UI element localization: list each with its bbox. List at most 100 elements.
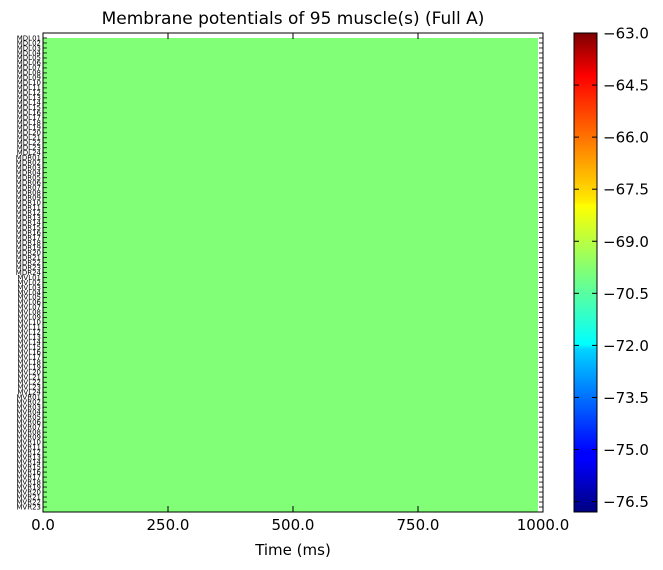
y-tick-label: MVL09 [17,314,41,322]
y-tick-label: MDR18 [16,239,41,247]
y-tick-label: MVL06 [17,299,41,307]
y-tick-label: MDR03 [16,164,41,172]
y-tick-label: MDR06 [16,179,42,187]
chart-title: Membrane potentials of 95 muscle(s) (Ful… [102,9,485,29]
y-tick-label: MDR20 [16,249,41,257]
y-tick-label: MDR23 [16,264,41,272]
y-tick-label: MVR06 [16,418,41,426]
y-tick-label: MVR09 [16,433,41,441]
y-tick-label: MVR10 [16,438,41,446]
y-tick-label: MVL24 [17,389,41,397]
y-tick-label: MVR20 [16,488,41,496]
y-tick-label: MVL10 [17,319,41,327]
y-tick-label: MVL12 [17,329,41,337]
y-tick-label: MDR19 [16,244,41,252]
y-tick-label: MVL08 [17,309,41,317]
x-axis-label: Time (ms) [254,541,331,559]
plot-frame [42,32,544,513]
y-tick-label: MDL14 [17,99,42,107]
y-tick-label: MDL04 [17,49,42,57]
y-tick-label: MVL15 [17,344,41,352]
y-tick-label: MDL06 [17,59,42,67]
colorbar-tick-label: −63.0 [603,25,649,43]
x-tick-label: 250.0 [147,516,190,534]
y-tick-label: MVL16 [17,349,41,357]
y-tick-label: MDR09 [16,194,41,202]
y-tick-label: MDL23 [17,144,41,152]
y-tick-label: MVL11 [17,324,41,332]
colorbar-tick-label: −64.5 [603,77,649,95]
y-tick-label: MVR23 [16,503,41,511]
y-tick-label: MVR05 [16,413,41,421]
y-tick-label: MVL19 [17,364,41,372]
y-tick-label: MVL22 [17,379,41,387]
y-tick-label: MDR04 [16,169,42,177]
y-tick-label: MDL16 [17,109,42,117]
y-tick-label: MDL18 [17,119,41,127]
y-tick-label: MDR16 [16,229,42,237]
y-tick-label: MVL13 [17,334,41,342]
y-tick-label: MVR03 [16,404,41,412]
colorbar-tick-label: −73.5 [603,389,649,407]
y-tick-label: MDR02 [16,159,41,167]
y-tick-label: MVR17 [16,473,41,481]
colorbar [573,32,598,513]
colorbar-ticks: −63.0 −64.5 −66.0 −67.5 −69.0 −70.5 −72.0 −73.5… [574,25,649,511]
y-tick-label: MDR14 [16,219,42,227]
y-tick-label: MVR02 [16,399,41,407]
y-tick-label: MVR22 [16,498,41,506]
y-tick-label: MVR01 [16,394,41,402]
y-tick-label: MDL20 [17,129,41,137]
colorbar-tick-label: −66.0 [603,129,649,147]
y-tick-label: MDR08 [16,189,41,197]
y-tick-label: MDL22 [17,139,41,147]
y-axis-ticks: MDL01MDL02MDL03MDL04MDL05MDL06MDL07MDL08… [16,34,543,511]
y-tick-label: MDL02 [17,39,41,47]
y-tick-label: MVL02 [17,279,41,287]
y-tick-label: MVR08 [16,428,41,436]
y-tick-label: MVL04 [17,289,41,297]
colorbar-tick-label: −72.0 [603,337,649,355]
y-tick-label: MDR10 [16,199,41,207]
y-tick-label: MDR13 [16,214,41,222]
y-tick-label: MVR14 [16,458,41,466]
y-tick-label: MVR04 [16,409,41,417]
y-tick-label: MVL17 [17,354,41,362]
y-tick-label: MVL20 [17,369,41,377]
y-tick-label: MDR05 [16,174,41,182]
y-tick-label: MDR15 [16,224,41,232]
y-tick-label: MVR16 [16,468,41,476]
y-tick-label: MDR01 [16,154,41,162]
y-tick-label: MVR07 [16,423,41,431]
y-tick-label: MDL11 [17,84,41,92]
y-tick-label: MVR19 [16,483,41,491]
y-tick-label: MVR15 [16,463,41,471]
y-tick-label: MDL09 [17,74,41,82]
y-tick-label: MDR12 [16,209,41,217]
y-tick-label: MDR24 [16,269,42,277]
y-tick-label: MDL08 [17,69,41,77]
y-tick-label: MDL05 [17,54,41,62]
y-tick-label: MVL21 [17,374,41,382]
y-tick-label: MDL19 [17,124,41,132]
heatmap-cell-area [43,37,538,512]
y-tick-label: MDR07 [16,184,41,192]
x-tick-label: 0.0 [31,516,55,534]
y-tick-label: MVR12 [16,448,41,456]
y-tick-label: MDL07 [17,64,41,72]
y-tick-label: MVL14 [17,339,41,347]
x-axis-ticks: 0.0 250.0 500.0 750.0 1000.0 [31,33,569,534]
y-tick-label: MDL15 [17,104,41,112]
y-tick-label: MVL23 [17,384,41,392]
y-tick-label: MVR13 [16,453,41,461]
y-tick-label: MVL18 [17,359,41,367]
y-tick-label: MDL21 [17,134,41,142]
y-tick-label: MDR22 [16,259,41,267]
y-tick-label: MDR21 [16,254,41,262]
y-tick-label: MDL01 [17,34,41,42]
y-tick-label: MVL05 [17,294,41,302]
y-tick-label: MVL01 [17,274,41,282]
y-tick-label: MDL10 [17,79,41,87]
colorbar-tick-label: −69.0 [603,233,649,251]
